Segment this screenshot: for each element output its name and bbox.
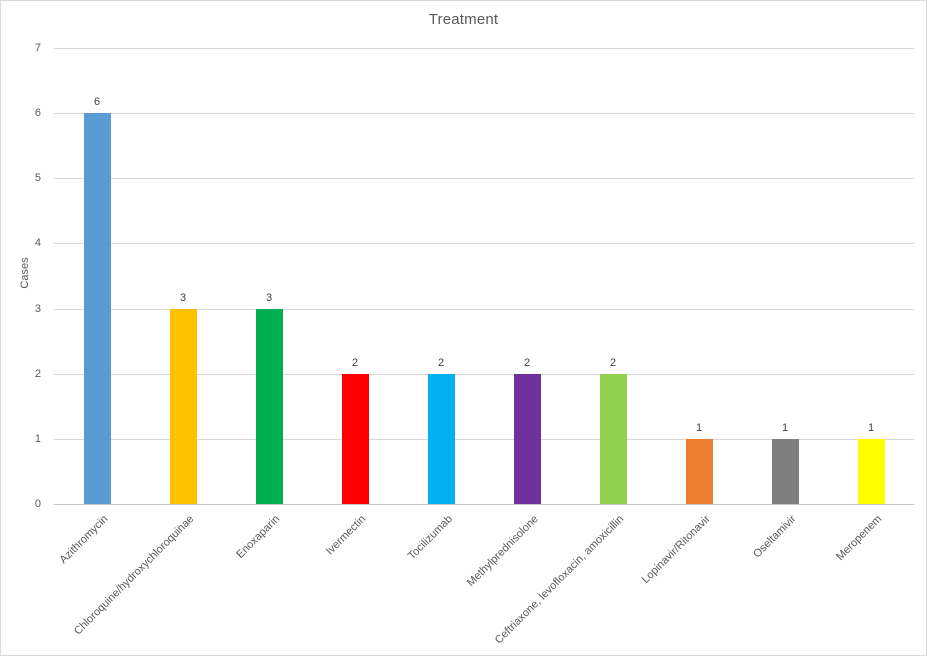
bar-value-label-ivermectin: 2 xyxy=(351,356,359,369)
y-tick-label-1: 1 xyxy=(34,432,41,445)
gridline-y-2 xyxy=(54,373,914,375)
y-tick-label-7: 7 xyxy=(34,42,41,54)
bar-value-label-meropenem: 1 xyxy=(867,421,875,434)
bar-value-label-lopinavir-ritonavir: 1 xyxy=(695,421,703,434)
x-axis-label-lopinavir-ritonavir: Lopinavir/Ritonavir xyxy=(639,513,713,586)
gridline-y-6 xyxy=(54,113,914,115)
bar-meropenem xyxy=(857,438,885,504)
gridline-y-5 xyxy=(54,178,914,180)
bar-value-label-oseltamivir: 1 xyxy=(781,421,789,434)
gridline-y-3 xyxy=(54,308,914,310)
y-tick-label-5: 5 xyxy=(34,172,41,185)
bar-ivermectin xyxy=(341,373,369,504)
bar-value-label-methylprednisolone: 2 xyxy=(523,356,531,369)
bar-oseltamivir xyxy=(771,438,799,504)
y-tick-label-0: 0 xyxy=(34,498,41,510)
y-tick-label-4: 4 xyxy=(34,237,41,250)
y-tick-label-3: 3 xyxy=(34,302,41,315)
bar-enoxaparin xyxy=(255,308,283,504)
bar-azithromycin xyxy=(83,113,111,504)
gridline-y-0 xyxy=(54,504,914,505)
bar-value-label-ceftriaxone-levofloxacin-amoxicillin: 2 xyxy=(609,356,617,369)
x-axis-label-enoxaparin: Enoxaparin xyxy=(234,513,283,561)
bar-methylprednisolone xyxy=(513,373,541,504)
y-axis-title: Cases xyxy=(19,257,31,289)
y-tick-label-6: 6 xyxy=(34,107,41,120)
bar-ceftriaxone-levofloxacin-amoxicillin xyxy=(599,373,627,504)
x-axis-label-azithromycin: Azithromycin xyxy=(57,513,111,567)
bar-lopinavir-ritonavir xyxy=(685,438,713,504)
bar-value-label-chloroquine-hydroxychloroquinae: 3 xyxy=(179,291,187,304)
bar-value-label-azithromycin: 6 xyxy=(93,96,101,109)
bar-value-label-enoxaparin: 3 xyxy=(265,291,273,304)
x-axis-label-meropenem: Meropenem xyxy=(834,513,885,563)
bar-chloroquine-hydroxychloroquinae xyxy=(169,308,197,504)
x-axis-label-tocilizumab: Tocilizumab xyxy=(405,513,455,563)
gridline-y-1 xyxy=(54,438,914,440)
x-axis-label-methylprednisolone: Methylprednisolone xyxy=(464,513,541,589)
chart-title: Treatment xyxy=(428,11,499,28)
y-tick-label-2: 2 xyxy=(34,367,41,380)
x-axis-label-ivermectin: Ivermectin xyxy=(324,513,369,558)
x-axis-label-oseltamivir: Oseltamivir xyxy=(751,513,799,561)
gridline-y-7 xyxy=(54,48,914,49)
bar-value-label-tocilizumab: 2 xyxy=(437,356,445,369)
gridline-y-4 xyxy=(54,243,914,245)
bar-tocilizumab xyxy=(427,373,455,504)
